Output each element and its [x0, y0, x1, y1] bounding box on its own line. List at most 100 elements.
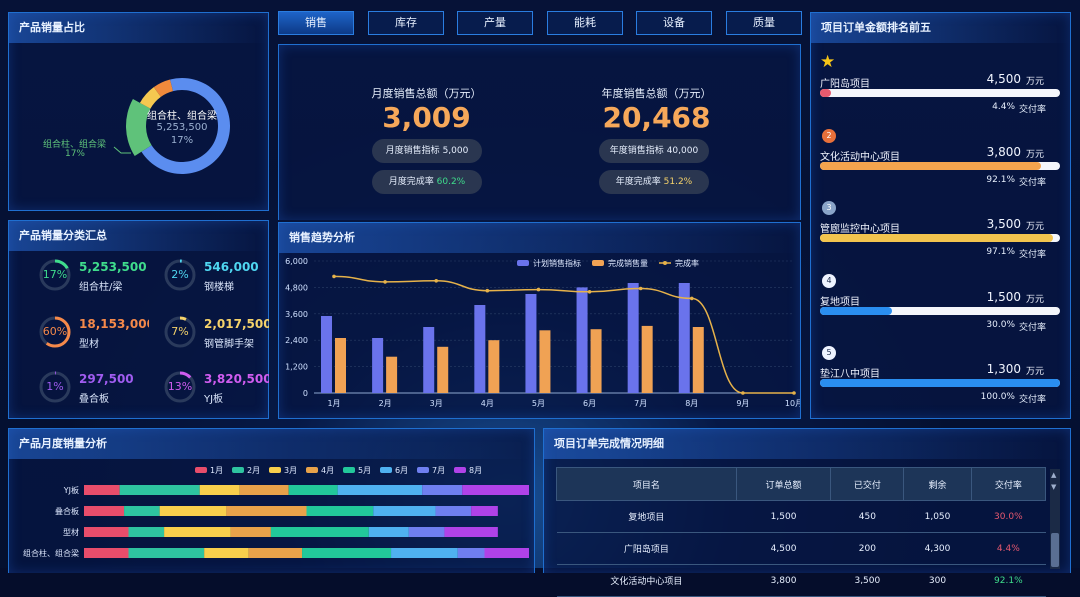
rank-project-name: 广阳岛项目 — [820, 79, 870, 90]
stacked-bar-segment — [484, 548, 529, 558]
scroll-down-icon[interactable]: ▼ — [1051, 483, 1057, 491]
category-ring: 7% — [164, 316, 196, 348]
y-tick-label: 1,200 — [285, 363, 308, 372]
line-point — [434, 279, 439, 283]
stacked-bar-segment — [128, 548, 205, 558]
tab-equipment[interactable]: 设备 — [636, 11, 712, 35]
table-scrollbar[interactable]: ▲ ▼ — [1050, 469, 1060, 569]
rank-amount: 4,500 — [986, 72, 1021, 86]
donut-slice — [139, 87, 161, 109]
ring-progress — [39, 316, 71, 348]
bar — [372, 338, 384, 393]
y-category-label: 叠合板 — [55, 506, 79, 516]
rank-badge: 5 — [822, 346, 836, 360]
rank-badge: 4 — [822, 273, 836, 288]
table-cell-total: 1,500 — [736, 500, 831, 533]
rank-progress-fill — [820, 89, 831, 97]
legend-label: 2月 — [247, 466, 260, 475]
rank-project-name: 垫江八中项目 — [820, 369, 880, 380]
rank-badge: 2 — [822, 128, 836, 143]
y-tick-label: 4,800 — [285, 283, 308, 292]
rank-progress-track — [820, 161, 1060, 170]
category-name: 钢管脚手架 — [204, 339, 254, 350]
category-name: 型材 — [79, 339, 99, 350]
ring-svg — [39, 371, 71, 403]
table-cell-total: 3,800 — [736, 564, 831, 597]
rank-project-name: 管廊监控中心项目 — [820, 224, 900, 235]
category-name: YJ板 — [204, 394, 224, 405]
donut-chart — [113, 78, 230, 174]
category-ring: 60% — [39, 316, 71, 348]
rank-unit: 万元 — [1026, 149, 1045, 160]
tab-output[interactable]: 产量 — [457, 11, 533, 35]
legend-label: 4月 — [321, 466, 334, 475]
legend-label: 6月 — [395, 466, 408, 475]
bar — [525, 294, 537, 393]
stacked-bar-segment — [84, 485, 120, 495]
donut-label-name: 组合柱、组合梁 — [42, 140, 106, 150]
ring-pct: 17% — [42, 268, 68, 281]
rank-progress-track — [820, 234, 1060, 242]
category-value: 546,000 — [204, 260, 259, 274]
legend-swatch — [592, 260, 604, 266]
bar — [627, 283, 639, 393]
monthly-panel: 产品月度销量分析 1月 2月 3月 4月 5月 6月 7月 8月 YJ板 叠合板 型材 组合柱、组合梁… — [8, 428, 535, 573]
header-total: 订单总额 — [735, 467, 832, 501]
header-remaining: 剩余 — [903, 467, 972, 501]
rank-progress-fill — [820, 306, 892, 315]
legend-swatch — [269, 467, 281, 473]
monthly-rate-value: 60.2% — [436, 177, 466, 187]
scroll-thumb[interactable] — [1051, 533, 1059, 567]
tab-sales[interactable]: 销售 — [278, 11, 354, 35]
donut-center-name: 组合柱、组合梁 — [147, 111, 217, 122]
rank-rate-label: 交付率 — [1019, 177, 1047, 188]
line-point — [383, 280, 387, 284]
stacked-bar-segment — [435, 506, 472, 516]
category-value: 3,820,500 — [204, 372, 269, 386]
category-ring: 17% — [39, 259, 71, 291]
line-point — [587, 290, 592, 294]
x-tick-label: 8月 — [685, 399, 698, 408]
stacked-bar-segment — [84, 527, 129, 537]
legend-label: 5月 — [358, 466, 371, 475]
donut-label-pct: 17% — [64, 149, 85, 159]
stacked-bar-segment — [457, 548, 485, 558]
stacked-bar-segment — [199, 485, 240, 495]
line-point — [689, 296, 694, 301]
stacked-bar-segment — [373, 506, 436, 516]
table-cell-delivered: 450 — [830, 500, 904, 533]
rank-rate-value: 100.0% — [980, 392, 1015, 402]
rank-badge: 3 — [822, 201, 836, 215]
tab-energy[interactable]: 能耗 — [547, 11, 623, 35]
bar — [539, 330, 551, 393]
ring-pct: 13% — [167, 380, 193, 393]
stacked-bar-segment — [159, 506, 227, 516]
legend-swatch — [195, 467, 207, 473]
x-tick-label: 3月 — [430, 399, 443, 408]
scroll-up-icon[interactable]: ▲ — [1051, 471, 1057, 479]
star-icon: ★ — [820, 52, 836, 72]
x-tick-label: 1月 — [327, 399, 340, 408]
category-value: 5,253,500 — [79, 260, 147, 274]
stacked-bar-segment — [270, 527, 369, 537]
tab-inventory[interactable]: 库存 — [368, 11, 444, 35]
ring-pct: 7% — [171, 325, 189, 338]
stacked-bar-segment — [84, 548, 129, 558]
ring-svg — [39, 259, 71, 291]
donut-center-value: 5,253,500 — [156, 122, 208, 133]
ring-progress — [164, 259, 196, 291]
legend-swatch — [232, 467, 244, 473]
rank-project-name: 复地项目 — [820, 296, 860, 308]
bar — [437, 346, 449, 393]
table-row[interactable]: 文化活动中心项目 3,800 3,500 300 92.1% — [556, 564, 1046, 597]
ring-svg — [39, 316, 71, 348]
legend-label: 8月 — [469, 466, 482, 475]
table-row[interactable]: 广阳岛项目 4,500 200 4,300 4.4% — [556, 532, 1046, 565]
rank-rate-value: 97.1% — [986, 247, 1015, 257]
table-row[interactable]: 复地项目 1,500 450 1,050 30.0% — [556, 500, 1046, 533]
stacked-bar-segment — [164, 527, 231, 537]
yearly-sales-title: 年度销售总额（万元） — [601, 87, 712, 100]
rank-rate-value: 30.0% — [986, 319, 1015, 330]
stacked-bar-segment — [288, 485, 338, 495]
tab-quality[interactable]: 质量 — [726, 11, 802, 35]
